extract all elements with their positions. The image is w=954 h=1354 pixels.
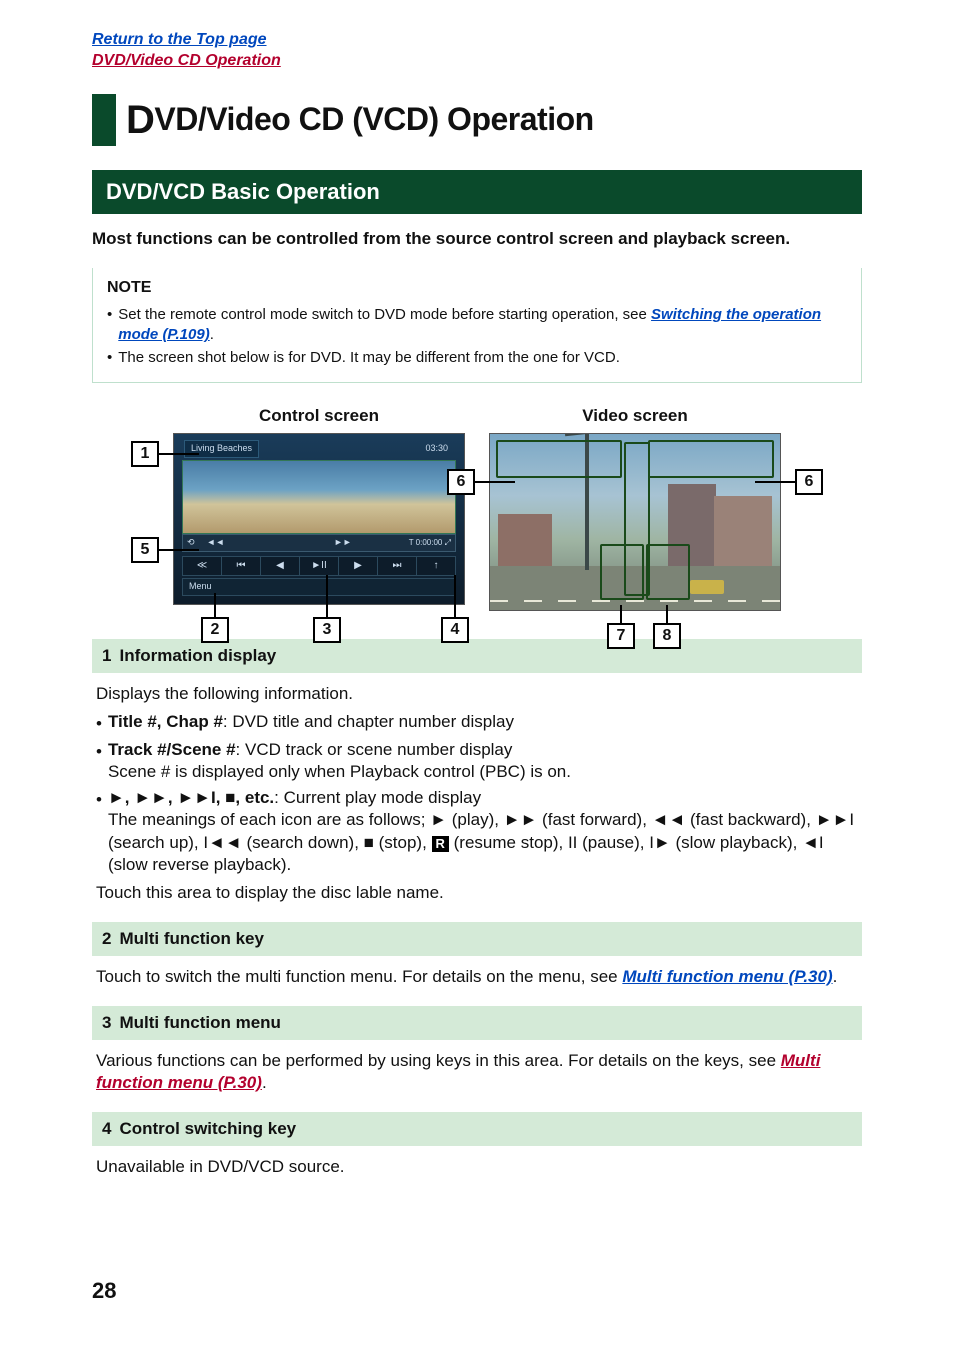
rewind-icon: ◄◄: [207, 537, 225, 549]
intro-text: Most functions can be controlled from th…: [92, 228, 862, 250]
def-2-head: 2Multi function key: [92, 922, 862, 956]
note-title: NOTE: [107, 278, 847, 299]
def-1-body: Displays the following information. • Ti…: [92, 673, 862, 912]
def-3-body: Various functions can be performed by us…: [92, 1040, 862, 1102]
control-screen: Living Beaches 03:30 ⟲ ◄◄ ►► T 0:00:00 ⤢…: [173, 433, 465, 605]
video-screen-title: Video screen: [489, 405, 781, 427]
section-heading: DVD/VCD Basic Operation: [92, 170, 862, 215]
touch-zone-bottom-1: [600, 544, 644, 600]
repeat-icon: ⟲: [187, 537, 195, 549]
menu-bar: Menu: [182, 578, 456, 596]
control-screen-title: Control screen: [173, 405, 465, 427]
title-chip-label: Living Beaches: [184, 440, 259, 458]
control-screen-wrap: Living Beaches 03:30 ⟲ ◄◄ ►► T 0:00:00 ⤢…: [173, 433, 465, 605]
def-2-body: Touch to switch the multi function menu.…: [92, 956, 862, 996]
note1-post: .: [210, 326, 214, 343]
note-box: NOTE • Set the remote control mode switc…: [92, 268, 862, 383]
resume-stop-icon: R: [432, 836, 449, 852]
mf-cell-1: ⏮: [222, 557, 261, 575]
def-4-head: 4Control switching key: [92, 1112, 862, 1146]
mf-cell-3: ►II: [300, 557, 339, 575]
touch-zone-top-left: [496, 440, 622, 478]
mf-cell-6: ↑: [417, 557, 455, 575]
touch-zone-bottom-2: [646, 544, 690, 600]
video-screen-wrap: 6 6 7 8: [489, 433, 781, 611]
note2-text: The screen shot below is for DVD. It may…: [118, 348, 620, 368]
page-title: DVD/Video CD (VCD) Operation: [92, 94, 862, 146]
screenshots-row: Control screen Living Beaches 03:30 ⟲ ◄◄…: [92, 405, 862, 611]
def-1-head: 1Information display: [92, 639, 862, 673]
forward-icon: ►►: [334, 537, 352, 549]
mf-cell-4: ▶: [339, 557, 378, 575]
top-links: Return to the Top page DVD/Video CD Oper…: [92, 30, 862, 72]
definitions: 1Information display Displays the follow…: [92, 639, 862, 1187]
video-screen: [489, 433, 781, 611]
title-chip-clock: 03:30: [419, 440, 454, 458]
note1-pre: Set the remote control mode switch to DV…: [118, 306, 651, 323]
fullscreen-icon: ⤢: [445, 538, 451, 547]
h1-dropcap: D: [126, 94, 154, 146]
multi-function-bar: ≪ ⏮ ◀ ►II ▶ ⏭ ↑: [182, 556, 456, 576]
return-link[interactable]: Return to the Top page: [92, 31, 267, 48]
h1-text: VD/Video CD (VCD) Operation: [154, 99, 593, 141]
def-3-head: 3Multi function menu: [92, 1006, 862, 1040]
mf-cell-0: ≪: [183, 557, 222, 575]
def2-link[interactable]: Multi function menu (P.30): [622, 967, 832, 986]
def-4-body: Unavailable in DVD/VCD source.: [92, 1146, 862, 1186]
breadcrumb-link[interactable]: DVD/Video CD Operation: [92, 52, 281, 69]
preview-image: [182, 460, 456, 534]
mf-cell-5: ⏭: [378, 557, 417, 575]
play-time: T 0:00:00: [409, 538, 443, 547]
note-item-1: • Set the remote control mode switch to …: [107, 305, 847, 346]
page-number: 28: [92, 1277, 116, 1306]
note-item-2: • The screen shot below is for DVD. It m…: [107, 348, 847, 368]
touch-zone-top-right: [648, 440, 774, 478]
status-bar: ⟲ ◄◄ ►► T 0:00:00 ⤢: [182, 534, 456, 552]
mf-cell-2: ◀: [261, 557, 300, 575]
